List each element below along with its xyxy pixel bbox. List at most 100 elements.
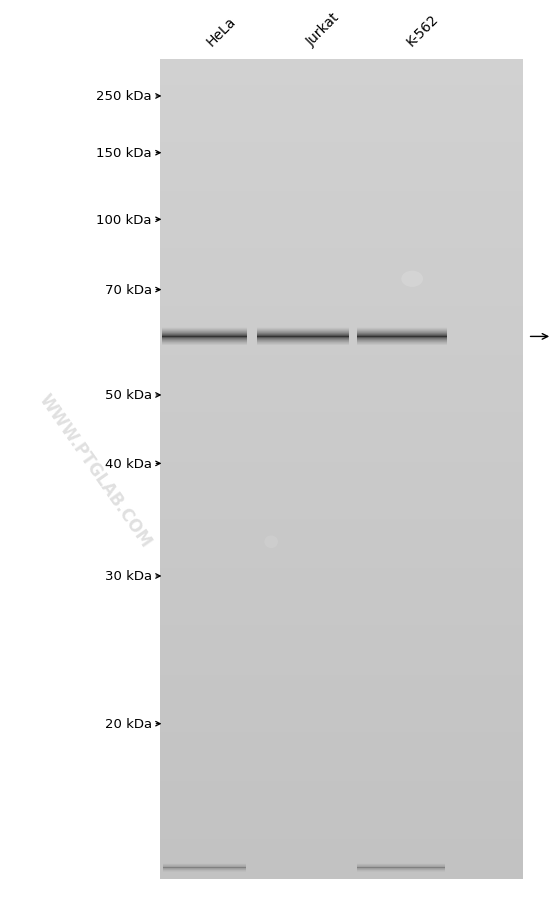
Bar — [160, 502, 524, 511]
Text: K-562: K-562 — [404, 12, 441, 49]
Bar — [160, 698, 524, 707]
Bar — [160, 272, 524, 282]
Bar — [160, 199, 524, 208]
Bar — [160, 493, 524, 503]
Bar — [160, 682, 524, 691]
Bar — [160, 805, 524, 814]
Bar — [160, 101, 524, 110]
Text: 70 kDa: 70 kDa — [104, 284, 152, 297]
Bar — [160, 109, 524, 118]
Bar — [160, 535, 524, 544]
Bar — [160, 511, 524, 520]
Bar — [160, 846, 524, 855]
Bar — [160, 609, 524, 618]
Bar — [160, 371, 524, 380]
Bar — [160, 772, 524, 781]
Bar — [160, 453, 524, 462]
Bar — [160, 649, 524, 658]
Bar — [160, 870, 524, 879]
Bar — [160, 117, 524, 126]
Bar — [160, 592, 524, 601]
Bar — [160, 363, 524, 372]
Bar — [160, 575, 524, 584]
Bar — [160, 354, 524, 364]
Bar — [160, 543, 524, 552]
Bar — [160, 666, 524, 675]
Bar — [160, 830, 524, 839]
Bar — [160, 256, 524, 265]
Bar — [160, 69, 524, 78]
Bar — [160, 207, 524, 216]
Bar — [160, 551, 524, 560]
Text: 40 kDa: 40 kDa — [105, 457, 152, 470]
Bar — [160, 191, 524, 200]
Bar — [160, 93, 524, 102]
Bar — [160, 756, 524, 765]
Bar — [160, 788, 524, 797]
Bar — [160, 437, 524, 446]
Ellipse shape — [402, 272, 423, 288]
Bar — [160, 306, 524, 315]
Bar — [160, 338, 524, 347]
Text: WWW.PTGLAB.COM: WWW.PTGLAB.COM — [35, 391, 155, 550]
Bar — [160, 838, 524, 847]
Bar — [160, 322, 524, 331]
Bar — [160, 813, 524, 823]
Bar — [160, 379, 524, 389]
Bar — [160, 133, 524, 143]
Bar — [160, 298, 524, 307]
Bar — [160, 396, 524, 405]
Bar — [160, 780, 524, 789]
Bar — [160, 388, 524, 397]
Bar — [160, 412, 524, 421]
Bar — [160, 346, 524, 355]
Bar — [160, 748, 524, 757]
Bar — [160, 330, 524, 339]
Bar — [160, 477, 524, 486]
Bar — [160, 674, 524, 683]
Bar — [160, 264, 524, 273]
Bar — [160, 519, 524, 528]
Bar — [160, 862, 524, 871]
Bar — [160, 796, 524, 805]
Bar — [160, 183, 524, 192]
Text: HeLa: HeLa — [204, 14, 238, 49]
Bar — [160, 240, 524, 249]
Bar — [160, 584, 524, 593]
Bar — [160, 248, 524, 257]
Bar — [160, 723, 524, 732]
Bar — [160, 216, 524, 225]
Bar — [160, 404, 524, 413]
Bar — [160, 150, 524, 159]
Bar — [160, 290, 524, 299]
Text: 250 kDa: 250 kDa — [96, 90, 152, 104]
Text: 30 kDa: 30 kDa — [104, 570, 152, 583]
Bar — [160, 485, 524, 494]
Bar — [160, 60, 524, 69]
Bar — [160, 822, 524, 831]
Bar — [160, 420, 524, 429]
Bar — [160, 224, 524, 233]
Bar — [160, 232, 524, 241]
Text: Jurkat: Jurkat — [304, 11, 342, 49]
Bar — [160, 469, 524, 478]
Bar — [160, 658, 524, 667]
Bar — [160, 125, 524, 134]
Text: 150 kDa: 150 kDa — [96, 147, 152, 160]
Bar — [160, 706, 524, 716]
Bar — [160, 641, 524, 650]
Bar — [160, 600, 524, 610]
Bar — [160, 281, 524, 290]
Bar — [160, 625, 524, 634]
Bar — [160, 175, 524, 184]
Bar — [160, 158, 524, 167]
Bar — [160, 715, 524, 724]
Bar — [160, 740, 524, 749]
Bar — [160, 617, 524, 626]
Bar — [160, 428, 524, 437]
Bar — [160, 690, 524, 699]
Text: 50 kDa: 50 kDa — [104, 389, 152, 402]
Text: 100 kDa: 100 kDa — [96, 214, 152, 226]
Text: 20 kDa: 20 kDa — [104, 717, 152, 731]
Bar — [160, 854, 524, 863]
